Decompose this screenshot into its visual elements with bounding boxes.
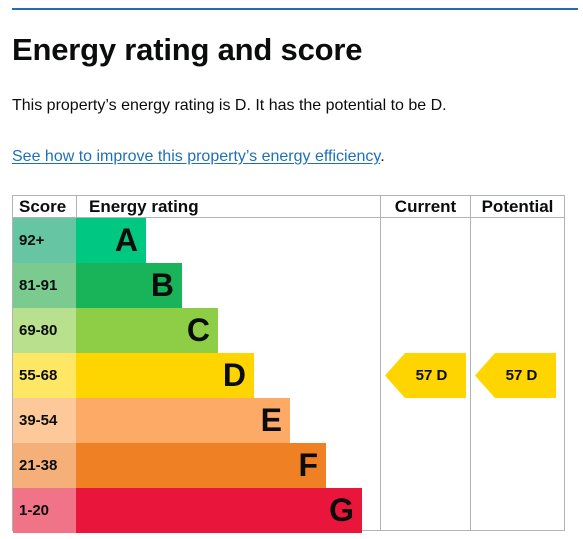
- band-letter: A: [114, 222, 138, 258]
- improve-link-line: See how to improve this property’s energ…: [12, 146, 385, 168]
- band-letter: D: [222, 357, 246, 393]
- potential-col-divider: [470, 196, 471, 530]
- rating-band-a: 92+ A: [13, 218, 380, 263]
- band-letter: F: [298, 447, 318, 483]
- band-letter: G: [329, 492, 354, 528]
- rating-band-b: 81-91 B: [13, 263, 380, 308]
- band-bar: F: [76, 443, 326, 488]
- header-col-divider: [76, 196, 77, 217]
- band-score-range: 55-68: [13, 353, 76, 398]
- header-divider: [13, 217, 564, 218]
- current-rating-arrow: 57 D: [385, 353, 466, 398]
- top-divider: [12, 8, 578, 10]
- rating-band-f: 21-38 F: [13, 443, 380, 488]
- band-score-range: 39-54: [13, 398, 76, 443]
- current-rating-label: 57 D: [415, 367, 448, 384]
- rating-band-g: 1-20 G: [13, 488, 380, 533]
- header-current: Current: [394, 197, 457, 216]
- header-score: Score: [19, 197, 67, 216]
- band-score-range: 69-80: [13, 308, 76, 353]
- potential-rating-label: 57 D: [505, 367, 538, 384]
- band-letter: B: [150, 267, 174, 303]
- band-letter: C: [186, 312, 210, 348]
- current-arrow-shape: [385, 353, 466, 398]
- band-letter: E: [260, 402, 282, 438]
- band-bar: G: [76, 488, 362, 533]
- band-bar: C: [76, 308, 218, 353]
- rating-band-c: 69-80 C: [13, 308, 380, 353]
- page-title: Energy rating and score: [12, 32, 363, 67]
- band-bar: E: [76, 398, 290, 443]
- band-bar: B: [76, 263, 182, 308]
- band-score-range: 21-38: [13, 443, 76, 488]
- rating-summary: This property’s energy rating is D. It h…: [12, 97, 447, 114]
- rating-band-d: 55-68 D: [13, 353, 380, 398]
- band-score-range: 92+: [13, 218, 76, 263]
- band-bar: D: [76, 353, 254, 398]
- link-suffix: .: [380, 148, 385, 165]
- potential-rating-arrow: 57 D: [475, 353, 556, 398]
- energy-rating-chart: Score Energy rating Current Potential 92…: [12, 195, 565, 533]
- rating-band-e: 39-54 E: [13, 398, 380, 443]
- header-energy-rating: Energy rating: [89, 197, 199, 216]
- current-col-divider: [380, 196, 381, 530]
- band-score-range: 81-91: [13, 263, 76, 308]
- header-potential: Potential: [481, 197, 554, 216]
- improve-efficiency-link[interactable]: See how to improve this property’s energ…: [12, 148, 381, 165]
- band-score-range: 1-20: [13, 488, 76, 533]
- band-bar: A: [76, 218, 146, 263]
- potential-arrow-shape: [475, 353, 556, 398]
